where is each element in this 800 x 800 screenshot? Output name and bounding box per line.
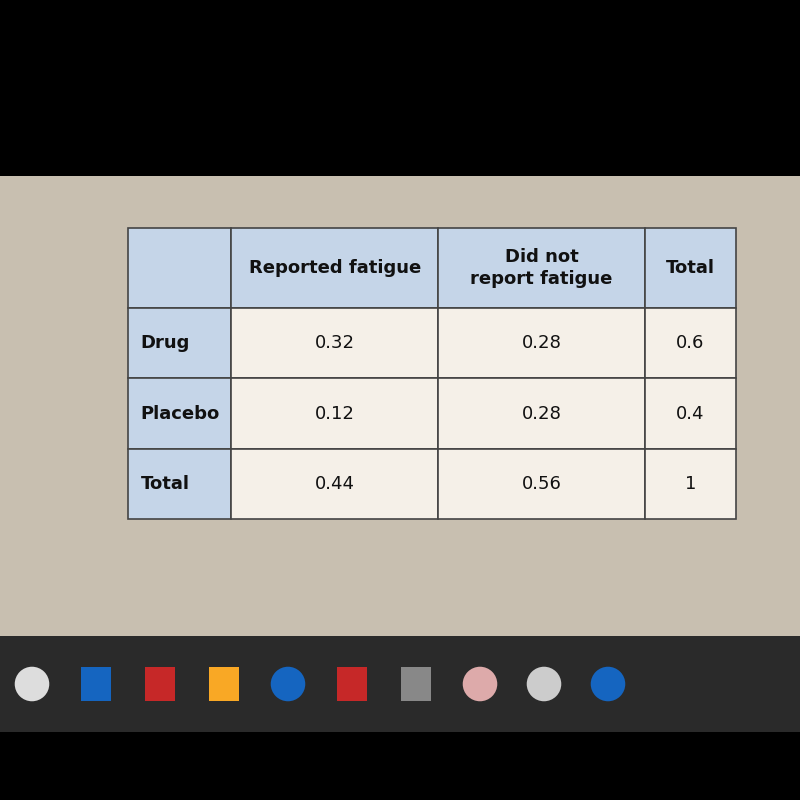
Text: Did not
report fatigue: Did not report fatigue bbox=[470, 248, 613, 288]
FancyBboxPatch shape bbox=[401, 666, 431, 702]
Text: 0.28: 0.28 bbox=[522, 334, 562, 352]
FancyBboxPatch shape bbox=[231, 378, 438, 449]
FancyBboxPatch shape bbox=[438, 228, 645, 308]
FancyBboxPatch shape bbox=[231, 308, 438, 378]
FancyBboxPatch shape bbox=[438, 378, 645, 449]
Text: 0.6: 0.6 bbox=[676, 334, 705, 352]
Circle shape bbox=[462, 666, 498, 702]
Text: Placebo: Placebo bbox=[141, 405, 220, 422]
FancyBboxPatch shape bbox=[0, 176, 800, 636]
Text: 0.4: 0.4 bbox=[676, 405, 705, 422]
Text: 0.44: 0.44 bbox=[314, 475, 354, 493]
FancyBboxPatch shape bbox=[337, 666, 367, 702]
FancyBboxPatch shape bbox=[645, 308, 736, 378]
FancyBboxPatch shape bbox=[209, 666, 239, 702]
Text: 0.56: 0.56 bbox=[522, 475, 562, 493]
FancyBboxPatch shape bbox=[128, 228, 231, 308]
Text: Total: Total bbox=[141, 475, 190, 493]
Text: 0.12: 0.12 bbox=[314, 405, 354, 422]
Circle shape bbox=[270, 666, 306, 702]
FancyBboxPatch shape bbox=[231, 228, 438, 308]
FancyBboxPatch shape bbox=[231, 449, 438, 519]
Text: Reported fatigue: Reported fatigue bbox=[249, 259, 421, 277]
FancyBboxPatch shape bbox=[128, 378, 231, 449]
FancyBboxPatch shape bbox=[128, 308, 231, 378]
FancyBboxPatch shape bbox=[128, 449, 231, 519]
Text: Total: Total bbox=[666, 259, 715, 277]
Circle shape bbox=[526, 666, 562, 702]
Text: 0.28: 0.28 bbox=[522, 405, 562, 422]
FancyBboxPatch shape bbox=[645, 228, 736, 308]
FancyBboxPatch shape bbox=[645, 378, 736, 449]
Text: 1: 1 bbox=[685, 475, 696, 493]
Circle shape bbox=[14, 666, 50, 702]
FancyBboxPatch shape bbox=[438, 449, 645, 519]
FancyBboxPatch shape bbox=[0, 636, 800, 732]
FancyBboxPatch shape bbox=[438, 308, 645, 378]
FancyBboxPatch shape bbox=[145, 666, 175, 702]
FancyBboxPatch shape bbox=[81, 666, 111, 702]
Text: 0.32: 0.32 bbox=[314, 334, 354, 352]
FancyBboxPatch shape bbox=[645, 449, 736, 519]
Text: Drug: Drug bbox=[141, 334, 190, 352]
Circle shape bbox=[590, 666, 626, 702]
